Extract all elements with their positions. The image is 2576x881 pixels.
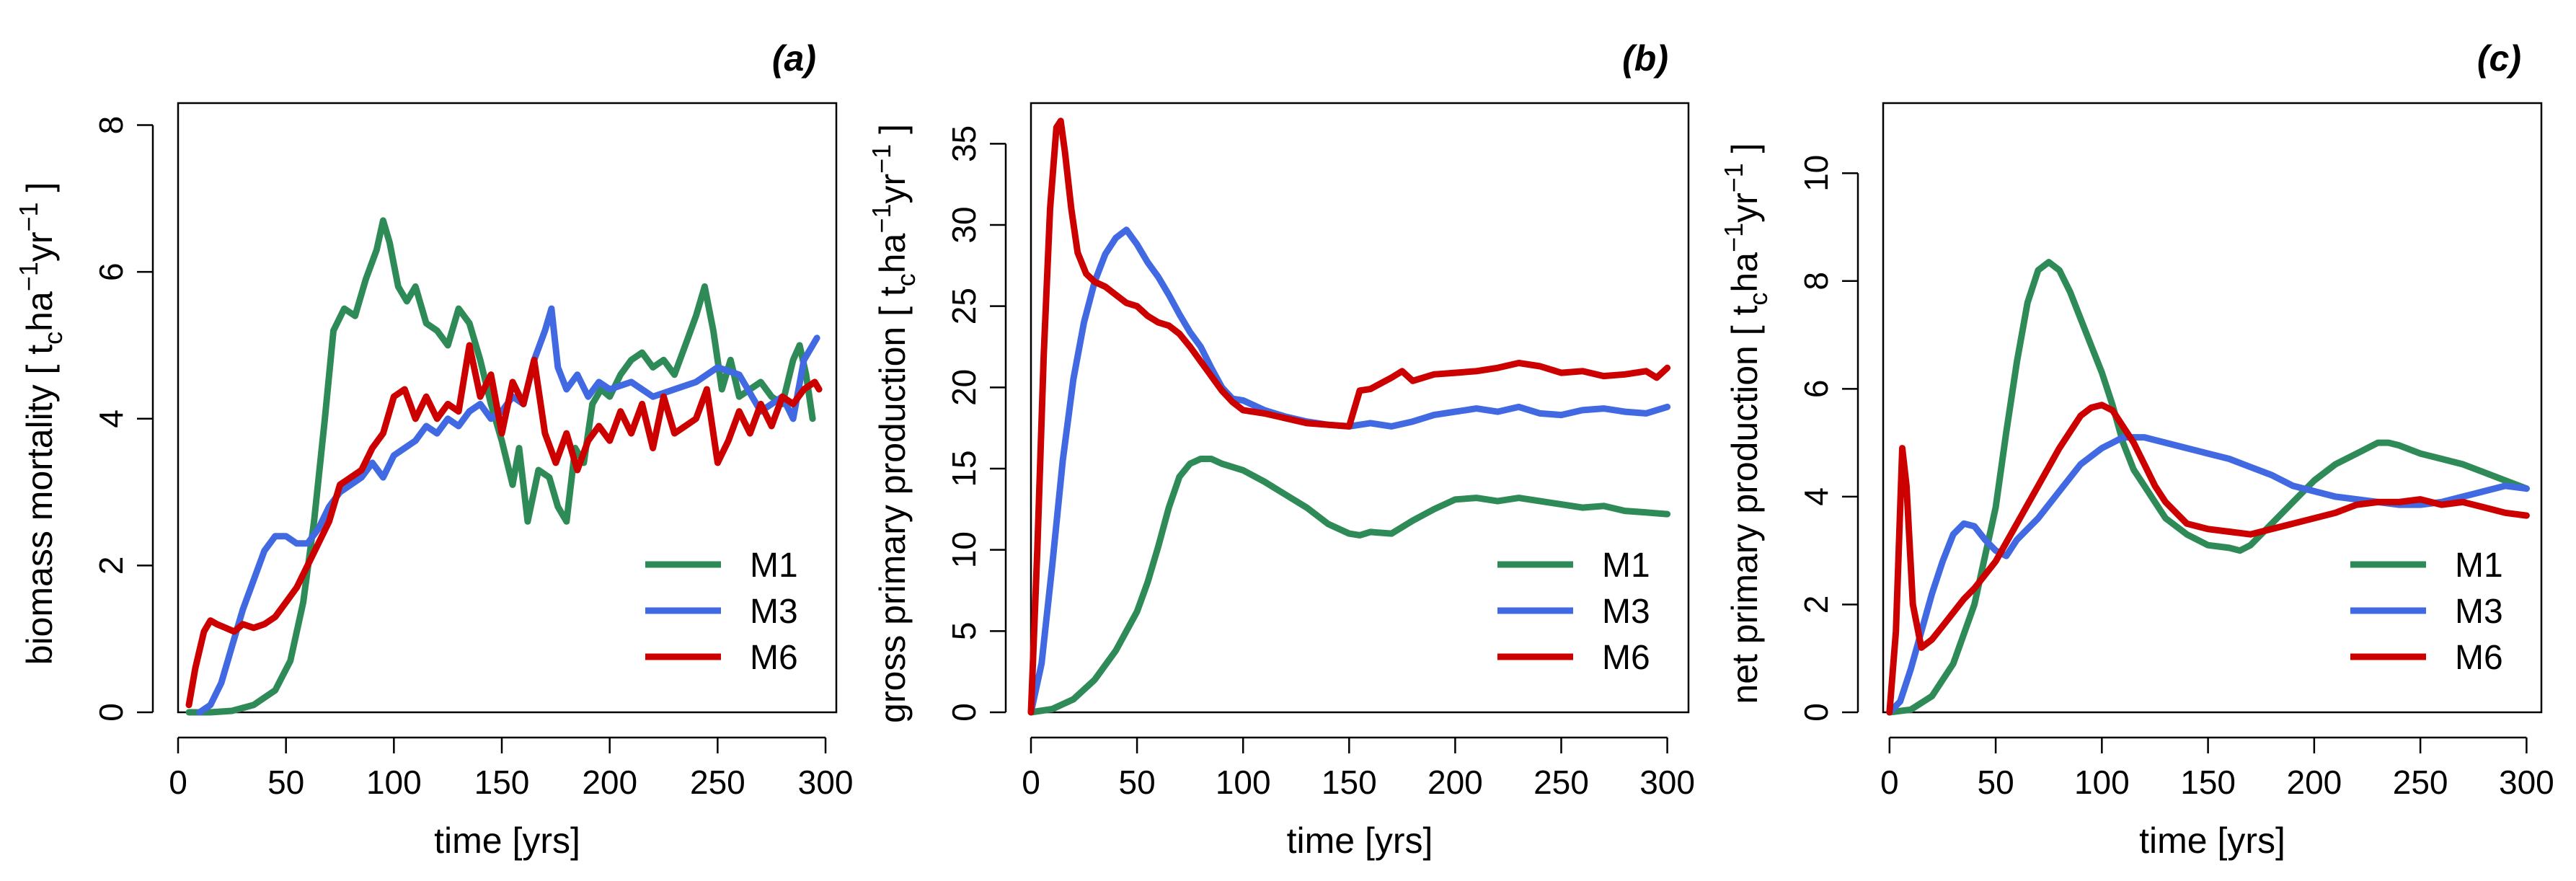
x-tick-label: 100: [366, 763, 422, 801]
series-line-m6: [1886, 402, 2530, 716]
y-axis-label-unit2: yr: [1725, 192, 1765, 223]
y-tick-label: 20: [945, 369, 983, 406]
y-axis-label: biomass mortality [ tcha−1yr−1 ]: [14, 182, 68, 665]
x-tick-label: 150: [474, 763, 530, 801]
y-axis-label-exp: −1: [1719, 223, 1748, 252]
y-axis-label-exp: −1: [14, 202, 43, 231]
y-axis-label: gross primary production [ tcha−1yr−1 ]: [867, 124, 921, 723]
x-axis-label: time [yrs]: [2139, 820, 2285, 861]
y-tick-label: 8: [92, 116, 130, 135]
y-axis-label-close: ]: [19, 182, 60, 203]
panel-tag: (a): [772, 38, 816, 79]
x-tick-label: 300: [2499, 763, 2554, 801]
legend-label: M3: [2455, 593, 2503, 631]
x-tick-label: 200: [2286, 763, 2342, 801]
x-tick-label: 250: [1533, 763, 1589, 801]
y-tick-label: 0: [92, 703, 130, 722]
y-axis-label-main: gross primary production [ t: [872, 286, 913, 723]
y-tick-label: 35: [945, 125, 983, 162]
y-tick-label: 2: [1797, 596, 1835, 614]
y-axis-label-unit: ha: [872, 233, 913, 273]
x-tick-label: 50: [1119, 763, 1156, 801]
panel-3: 0 50 100 150 200 250 300 0 2 4 6 8 10 time [yrs] net p…: [1719, 38, 2554, 861]
x-tick-label: 100: [1216, 763, 1271, 801]
legend-label: M1: [2455, 546, 2503, 585]
y-tick-label: 15: [945, 450, 983, 487]
y-tick-label: 25: [945, 288, 983, 324]
x-tick-label: 250: [690, 763, 745, 801]
series-line-m1: [1027, 456, 1671, 716]
legend-label: M3: [1602, 593, 1650, 631]
y-axis-label-close: ]: [872, 124, 913, 144]
y-tick-label: 6: [92, 262, 130, 281]
legend-label: M6: [1602, 639, 1650, 677]
y-tick-label: 30: [945, 206, 983, 243]
y-axis-label-unit: ha: [19, 291, 60, 332]
y-axis-label-exp: −1: [14, 262, 43, 291]
y-axis-label-main: net primary production [ t: [1725, 305, 1765, 704]
legend-label: M3: [750, 593, 798, 631]
y-axis-label-main: biomass mortality [ t: [19, 345, 60, 665]
x-tick-label: 0: [1022, 763, 1040, 801]
y-axis-label-sub: c: [891, 273, 921, 286]
x-tick-label: 250: [2393, 763, 2448, 801]
x-tick-label: 200: [1428, 763, 1483, 801]
x-tick-label: 200: [582, 763, 637, 801]
series-line-m3: [1027, 226, 1671, 716]
y-axis-label-unit: ha: [1725, 252, 1765, 293]
plot-frame: [1882, 102, 2543, 714]
panel-tag: (b): [1622, 38, 1668, 79]
y-tick-label: 6: [1797, 380, 1835, 399]
y-tick-label: 4: [1797, 487, 1835, 506]
x-tick-label: 0: [1880, 763, 1899, 801]
y-axis-label-unit2: yr: [19, 231, 60, 262]
y-axis-label-sub: c: [1743, 293, 1773, 306]
panel-2: 0 50 100 150 200 250 300 0 5 10 15 20 25 30 35 time [yr…: [867, 38, 1695, 861]
y-tick-label: 5: [945, 622, 983, 641]
series-line-m6: [185, 342, 823, 709]
y-tick-label: 10: [1797, 155, 1835, 192]
x-axis-label: time [yrs]: [434, 820, 580, 861]
y-axis-label-close: ]: [1725, 143, 1765, 163]
plot-frame: [1030, 102, 1690, 714]
x-axis-label: time [yrs]: [1287, 820, 1433, 861]
series-line-m1: [1886, 259, 2530, 716]
y-axis-label-sub: c: [38, 332, 68, 345]
x-tick-label: 100: [2074, 763, 2130, 801]
legend-label: M6: [750, 639, 798, 677]
y-tick-label: 4: [92, 409, 130, 428]
x-tick-label: 150: [2180, 763, 2236, 801]
y-axis-label: net primary production [ tcha−1yr−1 ]: [1719, 143, 1773, 704]
x-tick-label: 50: [1978, 763, 2014, 801]
legend-label: M1: [1602, 546, 1650, 585]
y-tick-label: 0: [1797, 703, 1835, 722]
plot-frame: [177, 102, 838, 714]
series-line-m3: [196, 305, 820, 716]
panel-1: 0 50 100 150 200 250 300 0 2 4 6 8 time [yrs] biomass…: [14, 38, 853, 861]
y-axis-label-unit2: yr: [872, 174, 913, 204]
y-tick-label: 8: [1797, 272, 1835, 291]
y-tick-label: 2: [92, 557, 130, 575]
series-line-m1: [185, 217, 816, 716]
y-axis-label-exp: −1: [1719, 163, 1748, 192]
y-tick-label: 0: [945, 703, 983, 722]
legend-label: M6: [2455, 639, 2503, 677]
series-line-m6: [1027, 118, 1671, 716]
y-axis-label-exp: −1: [867, 204, 896, 234]
x-tick-label: 50: [267, 763, 304, 801]
panel-tag: (c): [2477, 38, 2521, 79]
x-tick-label: 0: [169, 763, 187, 801]
y-axis-label-exp: −1: [867, 144, 896, 174]
x-tick-label: 150: [1322, 763, 1377, 801]
x-tick-label: 300: [798, 763, 854, 801]
x-tick-label: 300: [1639, 763, 1695, 801]
legend-label: M1: [750, 546, 798, 585]
y-tick-label: 10: [945, 531, 983, 568]
